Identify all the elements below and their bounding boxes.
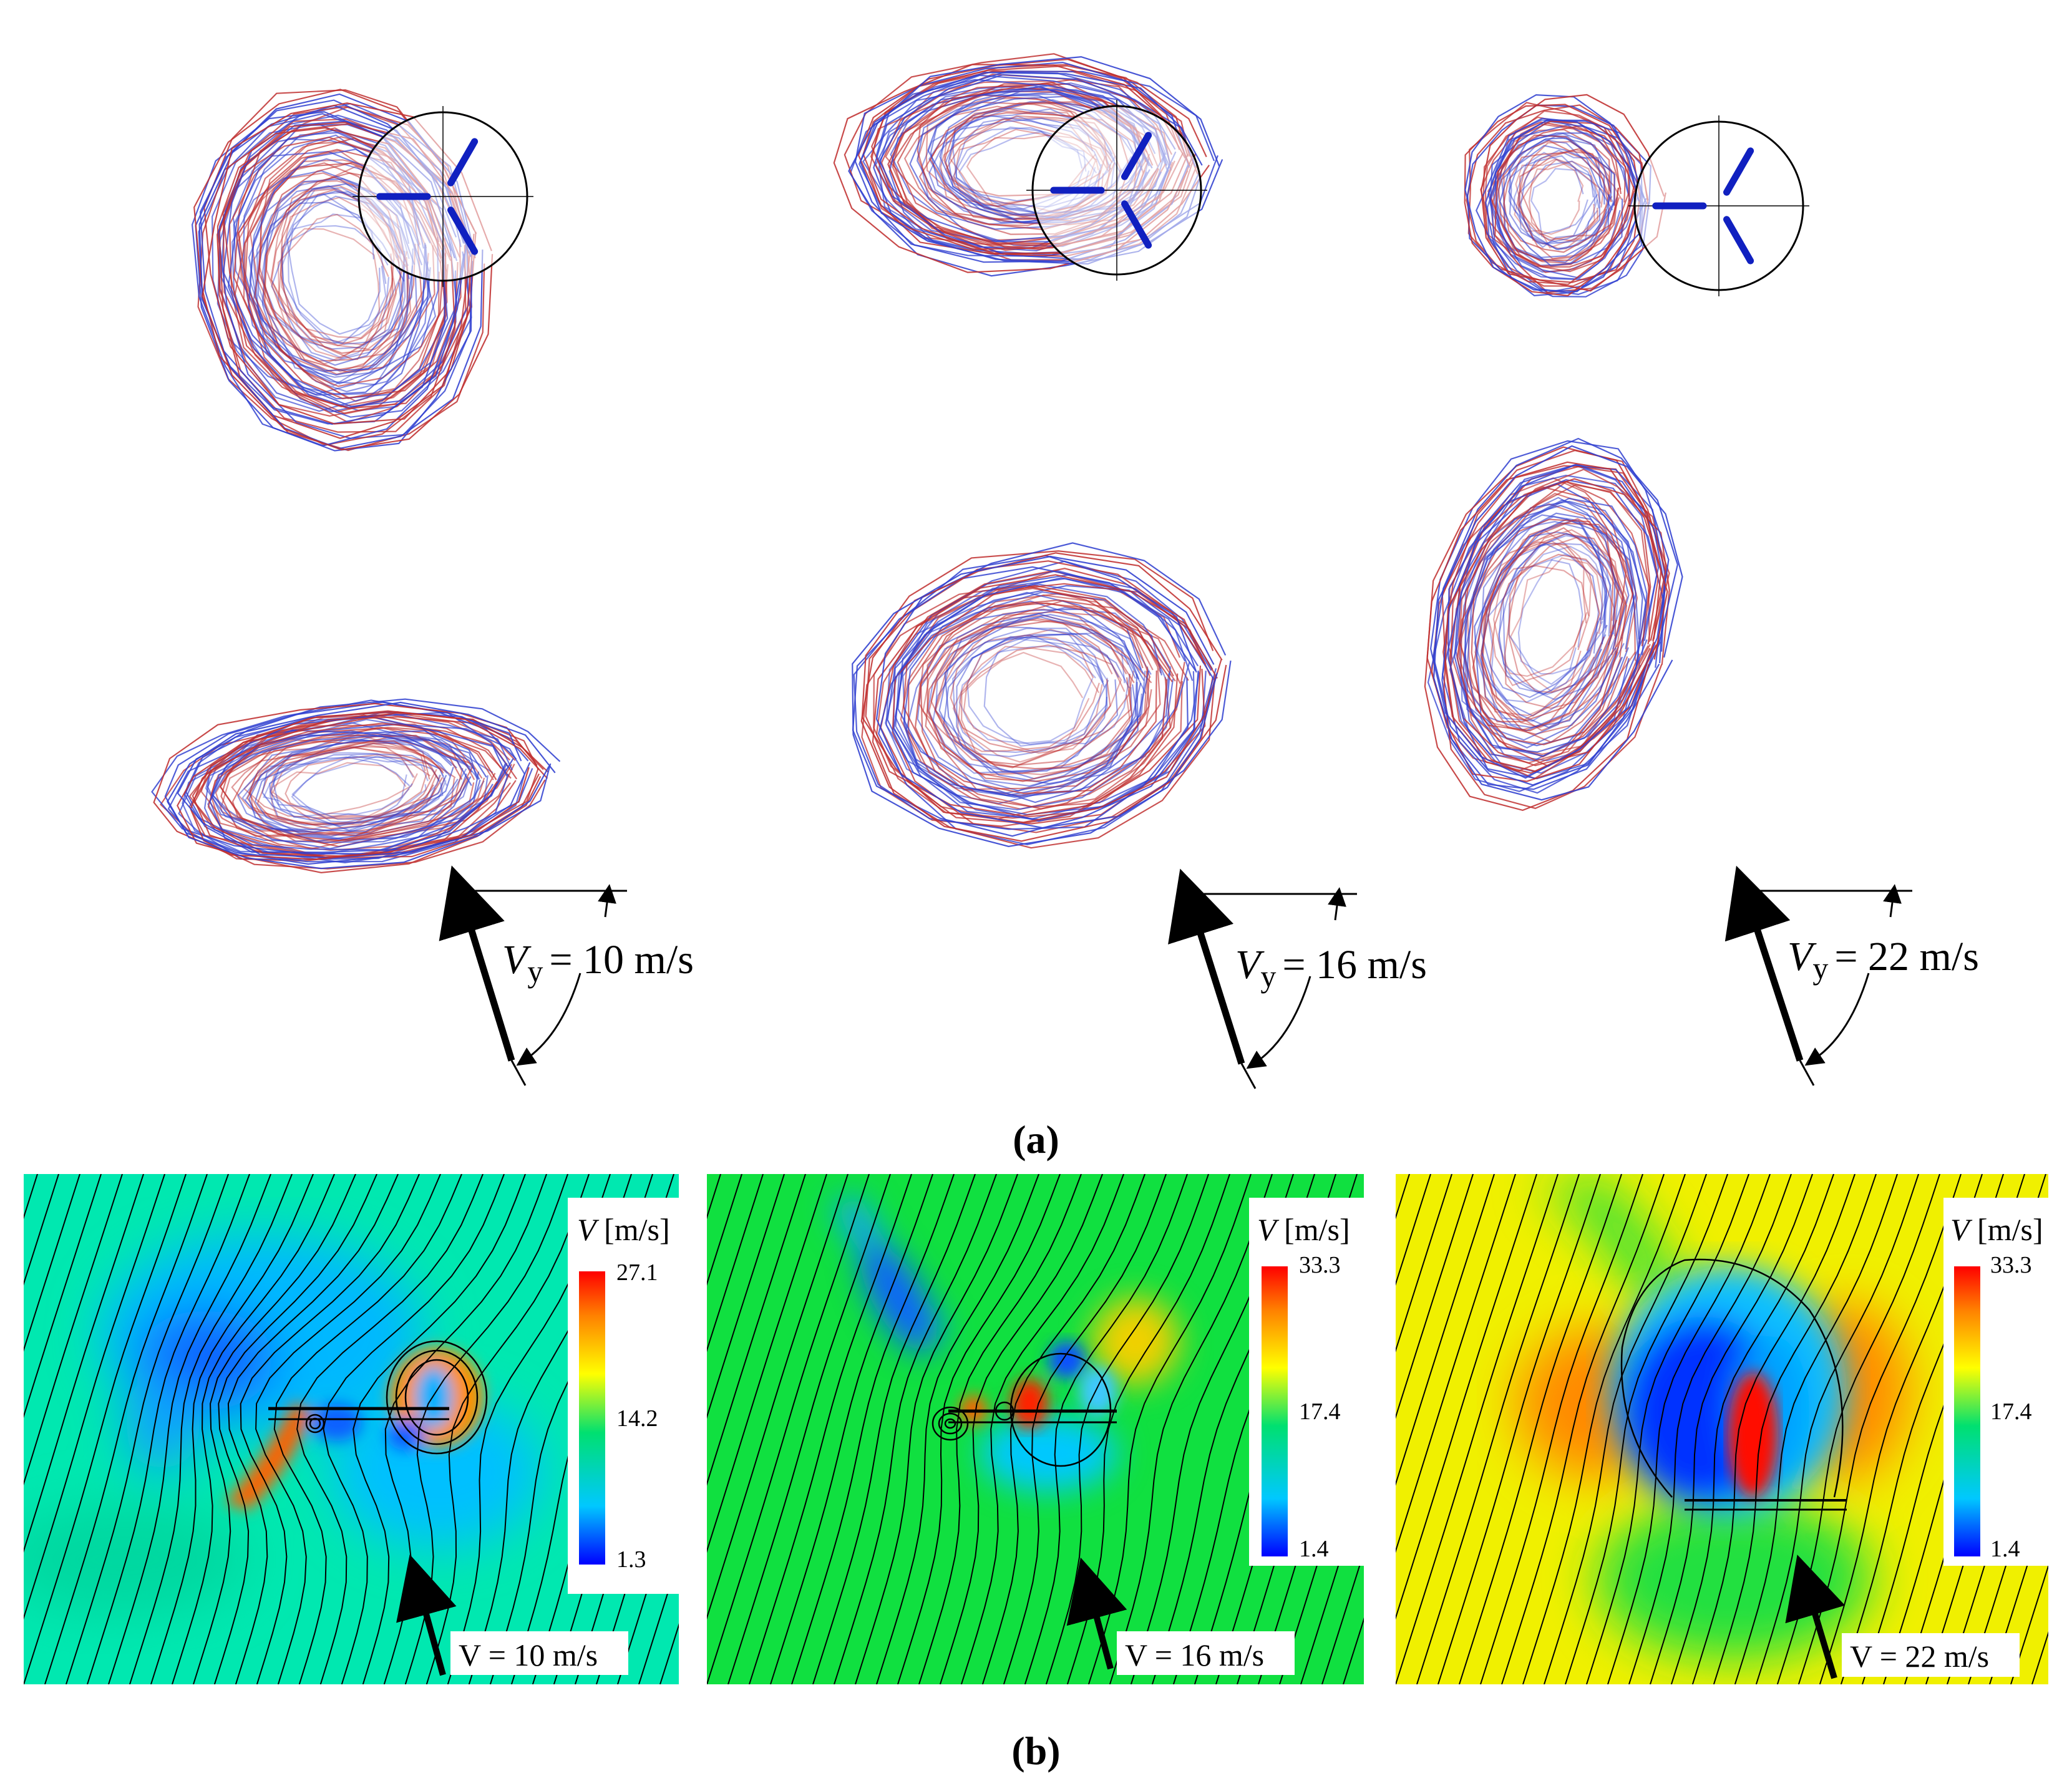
rotor-3 [1628, 115, 1809, 296]
speed-var-a3: V [1787, 934, 1817, 979]
legend-min-b1: 1.3 [616, 1546, 646, 1573]
speed-sub-a3: y [1812, 951, 1828, 986]
streamlines-2 [707, 1174, 1364, 1684]
caption-a: (a) [1013, 1117, 1059, 1162]
colorbar-b1 [579, 1271, 605, 1565]
svg-text:V [m/s]: V [m/s] [1257, 1212, 1350, 1247]
legend-unit-b2: [m/s] [1284, 1212, 1350, 1247]
legend-min-b3: 1.4 [1990, 1536, 2020, 1562]
speed-label-b3: V = 22 m/s [1850, 1639, 1989, 1674]
speed-label-b2: V = 16 m/s [1125, 1638, 1264, 1672]
legend-max-b3: 33.3 [1990, 1252, 2032, 1278]
speed-sub-a1: y [527, 954, 543, 989]
legend-max-b1: 27.1 [616, 1259, 658, 1286]
contour-panel-1: V = 10 m/s V [m/s] 27.1 14.2 1.3 [24, 1174, 679, 1684]
svg-text:Vy= 16 m/s: Vy = 16 m/s [1235, 942, 1427, 994]
caption-b: (b) [1011, 1729, 1061, 1773]
legend-unit-b3: [m/s] [1977, 1212, 2043, 1247]
rotor-2 [1026, 100, 1207, 281]
speed-var-a1: V [502, 937, 532, 983]
legend-mid-b3: 17.4 [1990, 1399, 2032, 1425]
speed-sub-a2: y [1260, 959, 1276, 994]
legend-max-b2: 33.3 [1299, 1252, 1341, 1278]
colorbar-b3 [1954, 1266, 1980, 1556]
colorbar-b2 [1262, 1266, 1288, 1556]
svg-text:Vy= 22 m/s: Vy = 22 m/s [1787, 934, 1979, 986]
speed-label-b1: V = 10 m/s [459, 1638, 598, 1672]
svg-text:V [m/s]: V [m/s] [1950, 1212, 2043, 1247]
legend-var-b1: V [577, 1212, 600, 1247]
wind-annotation-a2: Vy = 16 m/s [1168, 868, 1427, 1089]
svg-text:V [m/s]: V [m/s] [577, 1212, 670, 1247]
contour-panel-3: V = 22 m/s V [m/s] 33.3 17.4 1.4 [1396, 1174, 2048, 1684]
speed-value-a3: = 22 m/s [1834, 934, 1979, 979]
legend-mid-b2: 17.4 [1299, 1399, 1341, 1425]
svg-text:Vy= 10 m/s: Vy = 10 m/s [502, 937, 694, 989]
wind-annotation-a1: Vy = 10 m/s [439, 865, 694, 1086]
speed-value-a1: = 10 m/s [549, 937, 694, 983]
wake-wireframe-4 [151, 698, 561, 873]
wake-wireframe-5 [852, 542, 1232, 849]
legend-var-b3: V [1950, 1212, 1973, 1247]
speed-var-a2: V [1235, 942, 1265, 988]
wake-wireframe-3 [1464, 94, 1666, 298]
legend-var-b2: V [1257, 1212, 1280, 1247]
rotor-top-views [353, 100, 1809, 296]
legend-min-b2: 1.4 [1299, 1536, 1329, 1562]
speed-value-a2: = 16 m/s [1282, 942, 1427, 988]
wake-wireframe-6 [1424, 437, 1683, 812]
legend-mid-b1: 14.2 [616, 1405, 658, 1432]
contour-panel-2: V = 16 m/s V [m/s] 33.3 17.4 1.4 [707, 1174, 1364, 1684]
rotor-1 [353, 106, 533, 287]
wind-annotation-a3: Vy = 22 m/s [1724, 865, 1979, 1086]
legend-unit-b1: [m/s] [604, 1212, 670, 1247]
